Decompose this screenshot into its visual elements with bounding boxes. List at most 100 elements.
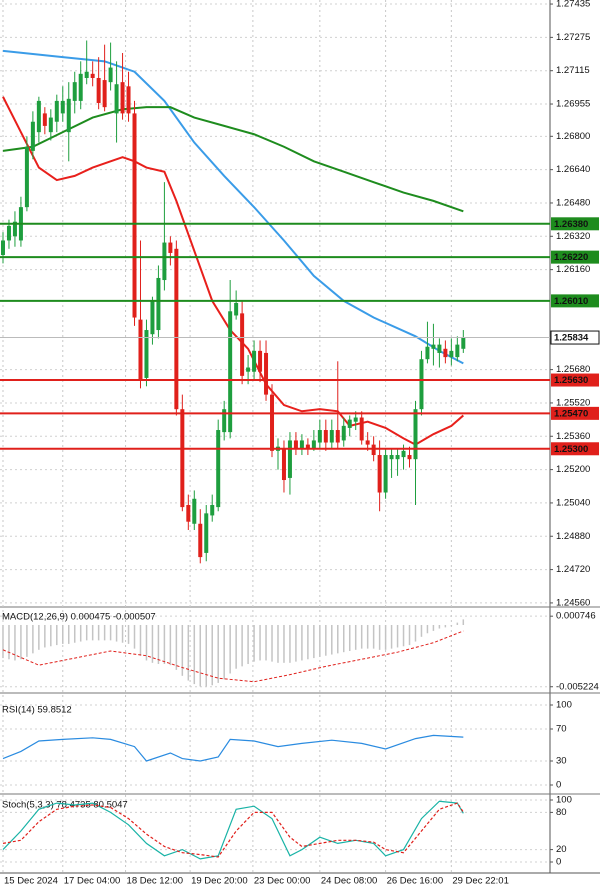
candle-body [371,444,376,456]
candle-body [192,498,197,524]
indicator-line [2,734,464,762]
last-price-box [550,330,600,345]
candle-body [359,417,364,441]
last-price-label: 1.25834 [554,333,589,344]
level-box [551,294,599,308]
candle-body [144,330,149,378]
candle-body [72,82,77,101]
y-tick-label: 1.26160 [556,264,590,275]
level-label: 1.26220 [554,252,588,263]
candle-body [12,221,17,237]
level-label: 1.25300 [554,444,588,455]
y-tick-label: 1.24560 [556,597,590,608]
candle-body [66,98,71,133]
y-tick-label: 1.25200 [556,464,590,475]
candle-body [60,100,65,114]
candle-body [210,505,215,516]
candle-body [395,455,400,460]
candle-body [180,409,185,508]
candle-body [174,248,179,410]
candle-body [347,419,352,428]
candle-body [156,277,161,331]
candle-body [54,100,59,122]
candle-body [293,440,298,449]
candle-body [228,311,233,433]
candle-body [42,113,47,126]
candle-body [383,455,388,493]
candle-body [186,505,191,522]
x-tick-label: 26 Dec 16:00 [387,876,444,887]
y-tick-label: 0 [556,857,561,868]
candle-body [96,77,101,103]
x-tick-label: 15 Dec 2024 [4,876,58,887]
level-box [551,217,599,231]
candle-body [287,440,292,478]
candle-body [353,417,358,422]
candle-body [335,430,340,443]
x-tick-label: 29 Dec 22:01 [452,876,509,887]
candle-body [102,80,107,108]
level-label: 1.25470 [554,408,588,419]
candle-body [264,352,269,395]
x-tick-label: 17 Dec 04:00 [64,876,121,887]
candle-body [78,73,83,101]
candle-body [377,455,382,493]
y-tick-label: 20 [556,844,567,855]
candle-body [204,513,209,553]
moving-average [2,106,464,213]
y-tick-label: 0.000746 [556,611,596,622]
y-tick-label: -0.005224 [556,681,599,692]
x-tick-label: 23 Dec 00:00 [254,876,311,887]
candle-body [252,350,257,372]
candle-body [258,350,263,372]
candle-body [240,313,245,376]
candle-body [305,444,310,449]
y-tick-label: 30 [556,756,567,767]
panel-title: RSI(14) 59.8512 [2,705,72,716]
candle-body [449,350,454,358]
candle-body [419,359,424,410]
candle-body [461,337,466,349]
candle-body [138,319,143,381]
y-tick-label: 1.25680 [556,364,590,375]
candle-body [323,430,328,443]
y-tick-label: 100 [556,700,572,711]
candle-body [234,302,239,316]
candle-body [401,450,406,458]
level-box [551,442,599,456]
candle-body [0,240,5,256]
candle-body [150,300,155,335]
candle-body [84,71,89,78]
candle-body [455,344,460,358]
y-tick-label: 1.26800 [556,131,590,142]
y-tick-label: 1.25520 [556,397,590,408]
candle-body [341,425,346,441]
indicator-line [2,800,464,860]
panel-title: Stoch(5,3,3) 78.4735 80.5047 [2,800,128,811]
y-tick-label: 1.25360 [556,431,590,442]
candle-body [246,367,251,372]
candle-body [126,86,131,114]
y-tick-label: 1.26480 [556,197,590,208]
candle-body [281,448,286,481]
level-box [551,373,599,387]
level-label: 1.25630 [554,375,588,386]
candle-body [36,100,41,133]
candle-body [299,440,304,449]
candle-body [389,455,394,460]
x-tick-label: 18 Dec 12:00 [127,876,184,887]
y-tick-label: 1.26640 [556,164,590,175]
y-tick-label: 0 [556,780,561,791]
level-label: 1.26380 [554,219,588,230]
y-tick-label: 70 [556,724,567,735]
candle-body [216,430,221,508]
candle-body [329,430,334,443]
candle-body [24,146,29,208]
y-tick-label: 100 [556,795,572,806]
y-tick-label: 1.27435 [556,0,590,10]
candle-body [114,84,119,114]
candle-body [222,409,227,433]
candle-body [48,117,53,133]
moving-average [2,49,464,365]
x-tick-label: 24 Dec 08:00 [321,876,378,887]
